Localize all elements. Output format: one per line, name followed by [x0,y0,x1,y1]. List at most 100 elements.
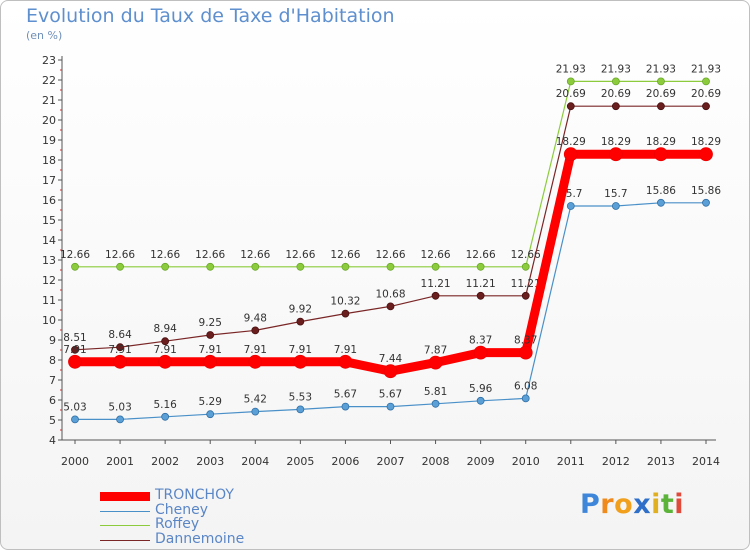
y-tick-label: 4 [49,434,56,447]
x-tick-label: 2008 [422,455,450,468]
y-tick-label: 17 [42,174,56,187]
data-label-dannemoine: 20.69 [601,88,631,100]
data-point-roffey [566,77,575,86]
x-tick-label: 2006 [331,455,359,468]
data-point-dannemoine [116,343,124,352]
data-label-dannemoine: 11.21 [511,278,541,290]
series-line-tronchoy [70,149,711,376]
data-label-tronchoy: 7.91 [244,344,267,356]
data-label-dannemoine: 20.69 [646,88,676,100]
data-point-dannemoine [386,302,395,311]
y-tick-label: 20 [42,114,56,127]
data-label-dannemoine: 8.94 [153,323,177,335]
data-point-cheney [476,396,485,405]
data-point-roffey [161,262,170,271]
y-tick-label: 6 [49,394,56,407]
data-label-roffey: 12.66 [330,249,360,261]
data-label-roffey: 21.93 [691,63,721,75]
data-label-cheney: 5.03 [108,401,131,413]
data-label-roffey: 12.66 [195,249,225,261]
data-point-dannemoine [566,102,575,111]
data-point-tronchoy [473,345,488,360]
data-label-cheney: 5.53 [289,391,312,403]
data-point-tronchoy [654,147,668,162]
data-point-tronchoy [563,147,578,162]
legend-item-cheney: Cheney [100,502,360,519]
legend-label-tronchoy: TRONCHOY [155,487,234,503]
x-tick-label: 2011 [557,455,585,468]
data-label-dannemoine: 20.69 [691,88,721,100]
data-label-roffey: 12.66 [60,249,90,261]
data-label-tronchoy: 7.91 [153,344,176,356]
data-point-cheney [566,202,575,210]
data-point-cheney [251,407,260,416]
data-point-cheney [657,198,665,207]
data-label-roffey: 21.93 [601,63,631,75]
data-label-roffey: 21.93 [556,63,586,75]
data-label-dannemoine: 20.69 [556,88,586,100]
data-label-dannemoine: 9.92 [289,304,312,316]
data-point-roffey [296,262,305,271]
data-label-tronchoy: 8.37 [514,335,537,347]
legend-swatch-tronchoy [100,492,150,501]
x-tick-label: 2014 [692,455,720,468]
data-label-roffey: 21.93 [646,63,676,75]
legend-swatch-dannemoine [100,540,150,541]
data-label-cheney: 6.08 [514,380,537,392]
data-label-cheney: 5.96 [469,383,493,395]
data-point-tronchoy [383,364,398,379]
data-point-cheney [296,405,305,414]
data-point-dannemoine [431,291,440,300]
data-point-roffey [431,262,440,271]
x-tick-label: 2005 [286,455,314,468]
data-label-dannemoine: 9.48 [244,312,267,324]
data-label-dannemoine: 11.21 [421,278,451,290]
x-tick-label: 2007 [377,455,405,468]
y-tick-label: 7 [49,374,56,387]
legend-item-tronchoy: TRONCHOY [100,487,360,504]
y-tick-label: 9 [49,334,56,347]
data-point-roffey [657,77,665,86]
data-point-roffey [251,262,260,271]
data-point-dannemoine [611,102,620,111]
series-line-cheney [74,202,707,420]
data-label-roffey: 12.66 [421,249,451,261]
data-label-tronchoy: 7.91 [108,344,131,356]
x-tick-label: 2003 [196,455,224,468]
y-tick-label: 11 [42,294,56,307]
data-point-tronchoy [608,147,623,162]
data-label-tronchoy: 7.91 [289,344,312,356]
data-point-roffey [341,262,350,271]
data-label-dannemoine: 10.68 [375,288,405,300]
data-label-roffey: 12.66 [240,249,270,261]
data-point-cheney [431,399,440,408]
legend-label-dannemoine: Dannemoine [155,531,245,547]
data-point-tronchoy [293,354,308,369]
data-label-cheney: 15.86 [646,185,676,197]
proxiti-logo: Proxiti [580,489,685,520]
data-label-tronchoy: 18.29 [691,136,721,148]
data-point-cheney [611,202,620,210]
y-tick-label: 5 [49,414,56,427]
y-tick-label: 16 [42,194,56,207]
data-point-cheney [702,198,710,207]
data-label-dannemoine: 8.64 [108,329,132,341]
y-tick-label: 12 [42,274,56,287]
data-label-cheney: 5.81 [424,386,447,398]
legend-swatch-roffey [100,525,150,526]
legend-item-dannemoine: Dannemoine [100,531,360,548]
data-point-cheney [341,402,350,411]
chart-unit: (en %) [26,29,63,42]
y-tick-label: 21 [42,94,56,107]
x-tick-label: 2009 [467,455,495,468]
data-point-dannemoine [71,345,79,354]
chart-title: Evolution du Taux de Taxe d'Habitation [26,5,395,27]
data-label-tronchoy: 18.29 [601,136,631,148]
data-label-dannemoine: 9.25 [199,317,222,329]
data-label-dannemoine: 10.32 [330,296,360,308]
data-label-roffey: 12.66 [466,249,496,261]
data-label-tronchoy: 7.87 [424,345,447,357]
data-point-cheney [71,415,79,424]
